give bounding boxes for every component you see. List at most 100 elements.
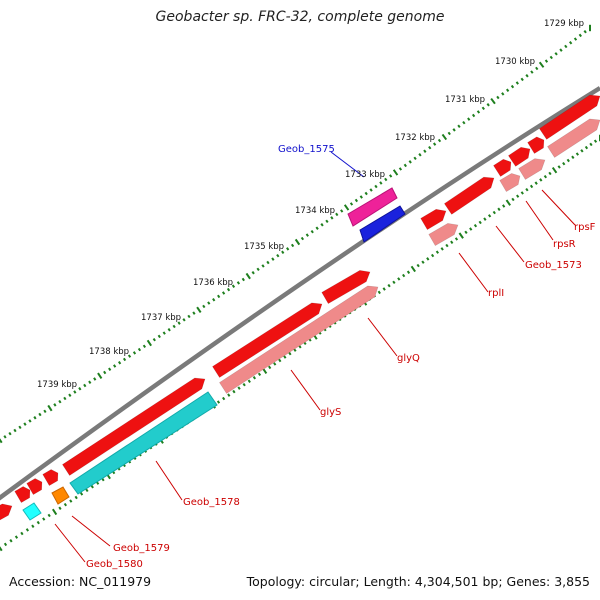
scale-tick — [68, 393, 72, 397]
scale-tick — [96, 481, 100, 485]
scale-tick — [305, 233, 309, 237]
blue-feature[interactable] — [359, 205, 406, 243]
scale-tick — [549, 55, 553, 60]
scale-tick — [343, 204, 350, 211]
scale-tick — [108, 367, 112, 371]
scale-tick — [502, 204, 506, 208]
scale-tick — [490, 97, 496, 105]
scale-tick — [458, 232, 464, 239]
reverse-gene[interactable] — [499, 173, 521, 193]
scale-tick — [256, 267, 260, 272]
forward-gene[interactable] — [212, 302, 323, 378]
scale-tick — [566, 158, 570, 163]
scale-tick — [315, 226, 319, 230]
scale-tick — [445, 243, 449, 248]
scale-tick — [83, 383, 87, 388]
scale-tick — [564, 44, 568, 49]
scale-label: 1737 kbp — [141, 313, 181, 323]
scale-tick — [0, 438, 3, 444]
scale-tick — [192, 311, 196, 315]
reverse-gene[interactable] — [219, 285, 379, 394]
forward-strand-genes — [0, 94, 600, 524]
scale-label: 1730 kbp — [495, 57, 535, 67]
forward-gene[interactable] — [443, 176, 495, 215]
reverse-gene[interactable] — [518, 158, 546, 180]
reverse-gene[interactable] — [428, 223, 459, 247]
scale-tick — [217, 294, 221, 299]
gene-label-geob-1578[interactable]: Geob_1578 — [183, 497, 240, 508]
scale-tick — [520, 191, 524, 195]
scale-tick — [232, 389, 236, 394]
scale-tick — [25, 528, 30, 532]
scale-tick — [79, 492, 84, 496]
scale-tick — [182, 318, 186, 322]
reverse-gene[interactable] — [547, 118, 600, 158]
scale-tick — [242, 382, 246, 387]
forward-gene[interactable] — [26, 478, 43, 496]
scale-tick — [74, 495, 78, 500]
cyan-gene-geob-1578[interactable] — [69, 391, 218, 495]
forward-gene[interactable] — [538, 94, 600, 140]
scale-tick — [515, 81, 519, 85]
scale-tick — [413, 156, 417, 161]
magenta-feature[interactable] — [347, 187, 398, 227]
scale-tick — [20, 531, 24, 536]
scale-tick — [511, 197, 515, 202]
scale-tick — [103, 370, 107, 375]
scale-tick — [516, 194, 520, 198]
forward-gene[interactable] — [527, 136, 545, 154]
scale-tick — [53, 403, 57, 407]
scale-tick — [569, 41, 573, 45]
scale-tick — [14, 535, 19, 539]
orange-gene[interactable] — [51, 486, 70, 505]
scale-tick — [575, 152, 580, 156]
gene-label-rpli[interactable]: rplI — [488, 288, 504, 299]
scale-tick — [9, 539, 13, 543]
forward-gene[interactable] — [42, 469, 59, 487]
scale-tick — [501, 92, 505, 96]
scale-tick — [33, 416, 37, 420]
scale-tick — [288, 351, 292, 356]
forward-gene[interactable] — [0, 503, 13, 524]
forward-gene[interactable] — [62, 377, 206, 476]
gene-label-glyq[interactable]: glyQ — [397, 353, 420, 364]
scale-tick — [359, 195, 363, 199]
scale-label: 1736 kbp — [193, 278, 233, 288]
scale-tick — [428, 145, 432, 150]
forward-gene[interactable] — [321, 270, 371, 305]
scale-tick — [403, 163, 407, 168]
scale-tick — [281, 250, 285, 255]
scale-tick — [320, 223, 324, 227]
gene-label-geob-1575[interactable]: Geob_1575 — [278, 144, 335, 155]
scale-tick — [578, 33, 582, 38]
scale-tick — [172, 324, 176, 329]
cyan-gene-geob-1580[interactable] — [22, 502, 42, 521]
scale-tick — [167, 328, 171, 332]
gene-label-geob-1579[interactable]: Geob_1579 — [113, 543, 170, 554]
scale-tick — [28, 419, 32, 423]
scale-tick — [3, 542, 8, 547]
scale-tick — [283, 355, 287, 359]
gene-label-rpsf[interactable]: rpsF — [574, 222, 596, 233]
forward-gene[interactable] — [14, 486, 31, 504]
scale-tick — [18, 425, 22, 430]
scale-tick — [78, 387, 82, 391]
scale-tick — [132, 351, 137, 355]
scale-tick — [554, 52, 558, 56]
gene-label-glys[interactable]: glyS — [320, 407, 341, 418]
forward-gene[interactable] — [493, 158, 512, 177]
gene-label-geob-1580[interactable]: Geob_1580 — [86, 559, 143, 570]
scale-tick — [231, 284, 236, 288]
scale-tick — [398, 167, 403, 171]
scale-tick — [63, 502, 68, 507]
scale-tick — [257, 372, 262, 377]
scale-label: 1729 kbp — [544, 19, 584, 29]
gene-label-geob-1573[interactable]: Geob_1573 — [525, 260, 582, 271]
forward-gene[interactable] — [420, 208, 447, 231]
scale-tick — [534, 181, 538, 185]
forward-gene[interactable] — [507, 146, 531, 167]
scale-tick — [0, 546, 3, 552]
scale-tick — [382, 287, 386, 291]
gene-label-rpsr[interactable]: rpsR — [553, 239, 576, 250]
